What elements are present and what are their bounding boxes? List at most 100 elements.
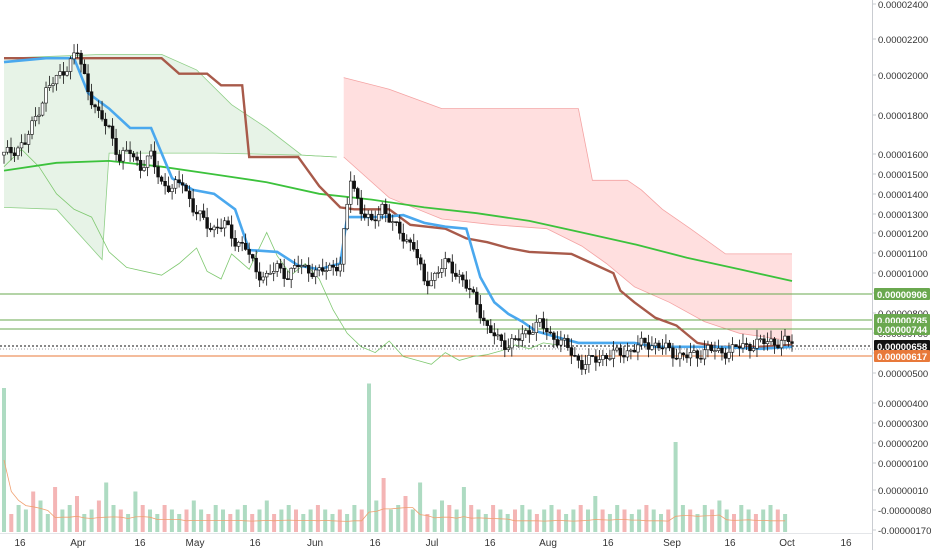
volume-bar (242, 505, 247, 532)
candle-body (688, 352, 693, 359)
candle-body (583, 364, 588, 370)
candle-body (720, 347, 724, 354)
candle-body (475, 291, 479, 305)
candle-body (23, 142, 27, 145)
candle-body (436, 272, 440, 274)
volume-bar (213, 505, 218, 532)
candle-body (47, 85, 52, 88)
candle-body (250, 254, 255, 259)
y-tick-label: 0.00000400 (878, 399, 928, 410)
price-level-label: 0.00000906 (877, 290, 927, 301)
x-tick-label: Jul (426, 538, 439, 549)
candle-body (215, 226, 220, 229)
candle-body (226, 220, 230, 226)
time-axis[interactable]: 16 Apr 16 May 16 Jun 16 Jul 16 Aug 16 Sep 16 Oct 16 (14, 538, 852, 549)
price-level-tag (874, 323, 930, 335)
volume-bar (228, 514, 233, 532)
x-tick-label: 16 (602, 538, 614, 549)
volume-bar (498, 509, 503, 532)
volume-bar (286, 505, 291, 532)
candle-body (580, 360, 584, 370)
candle-body (377, 214, 381, 222)
volume-bar (746, 509, 751, 532)
y-tick-label: 0.00002000 (878, 71, 928, 82)
y-tick-label: 0.00001300 (878, 210, 928, 221)
volume-bar (425, 514, 430, 532)
candle-body (401, 232, 405, 242)
candle-body (632, 349, 637, 353)
candle-body (664, 342, 668, 349)
candle-body (440, 268, 444, 273)
candle-body (145, 155, 150, 168)
cloud-bullish-top (3, 54, 337, 158)
candle-body (187, 190, 192, 199)
y-tick-label: 0.00001600 (878, 150, 928, 161)
candle-body (9, 146, 13, 154)
candle-body (587, 355, 591, 365)
volume-bar (454, 509, 459, 532)
volume-bar (388, 509, 393, 532)
y-tick-label: 0.00001100 (878, 249, 928, 260)
candle-body (734, 344, 738, 347)
candle-body (75, 52, 80, 55)
candle-body (254, 257, 258, 273)
volume-bar (520, 505, 525, 532)
x-tick-label: 16 (724, 538, 736, 549)
volume-bar (23, 509, 28, 532)
candle-body (450, 261, 454, 274)
candle-body (608, 358, 612, 360)
volume-bar (250, 514, 255, 532)
candle-body (128, 149, 132, 154)
candle-body (657, 342, 661, 349)
volume-bar (330, 514, 335, 532)
candle-body (324, 270, 328, 272)
candle-body (576, 355, 581, 361)
volume-bar (206, 514, 211, 532)
candle-body (166, 185, 171, 192)
candle-body (629, 349, 633, 352)
volume-bar (724, 509, 729, 532)
candle-body (310, 272, 314, 278)
candle-body (201, 210, 206, 218)
volume-bars (2, 383, 788, 532)
y-tick-label: 0.00000200 (878, 439, 928, 450)
candle-body (611, 349, 616, 359)
candle-body (601, 355, 605, 360)
candle-body (159, 176, 164, 182)
candle-body (212, 226, 216, 231)
candle-body (240, 242, 244, 244)
volume-bar (45, 514, 50, 532)
volume-bar (732, 514, 736, 532)
candle-body (597, 359, 602, 363)
volume-bar (644, 505, 649, 532)
candle-body (299, 265, 304, 267)
candle-body (758, 338, 763, 341)
candle-body (366, 213, 370, 218)
candle-body (408, 239, 412, 243)
candle-body (306, 264, 311, 274)
volume-bar (607, 514, 612, 532)
candle-body (790, 341, 794, 344)
candle-body (727, 351, 731, 359)
candle-body (131, 153, 136, 158)
candle-body (618, 347, 623, 356)
volume-bar (264, 500, 269, 532)
volume-bar (111, 505, 116, 532)
volume-bar (352, 505, 357, 532)
candle-body (363, 213, 367, 218)
y-tick-label: 0.00001000 (878, 269, 928, 280)
volume-bar (505, 514, 510, 532)
candle-body (394, 221, 398, 223)
candle-body (303, 264, 307, 267)
volume-bar (67, 505, 72, 532)
volume-bar (9, 514, 14, 532)
candle-body (692, 350, 696, 353)
volume-bar (600, 509, 605, 532)
candle-body (373, 219, 377, 222)
candle-body (58, 71, 62, 76)
candle-body (443, 258, 447, 269)
candle-body (552, 332, 556, 340)
volume-bar (403, 496, 408, 532)
candle-body (100, 110, 104, 120)
